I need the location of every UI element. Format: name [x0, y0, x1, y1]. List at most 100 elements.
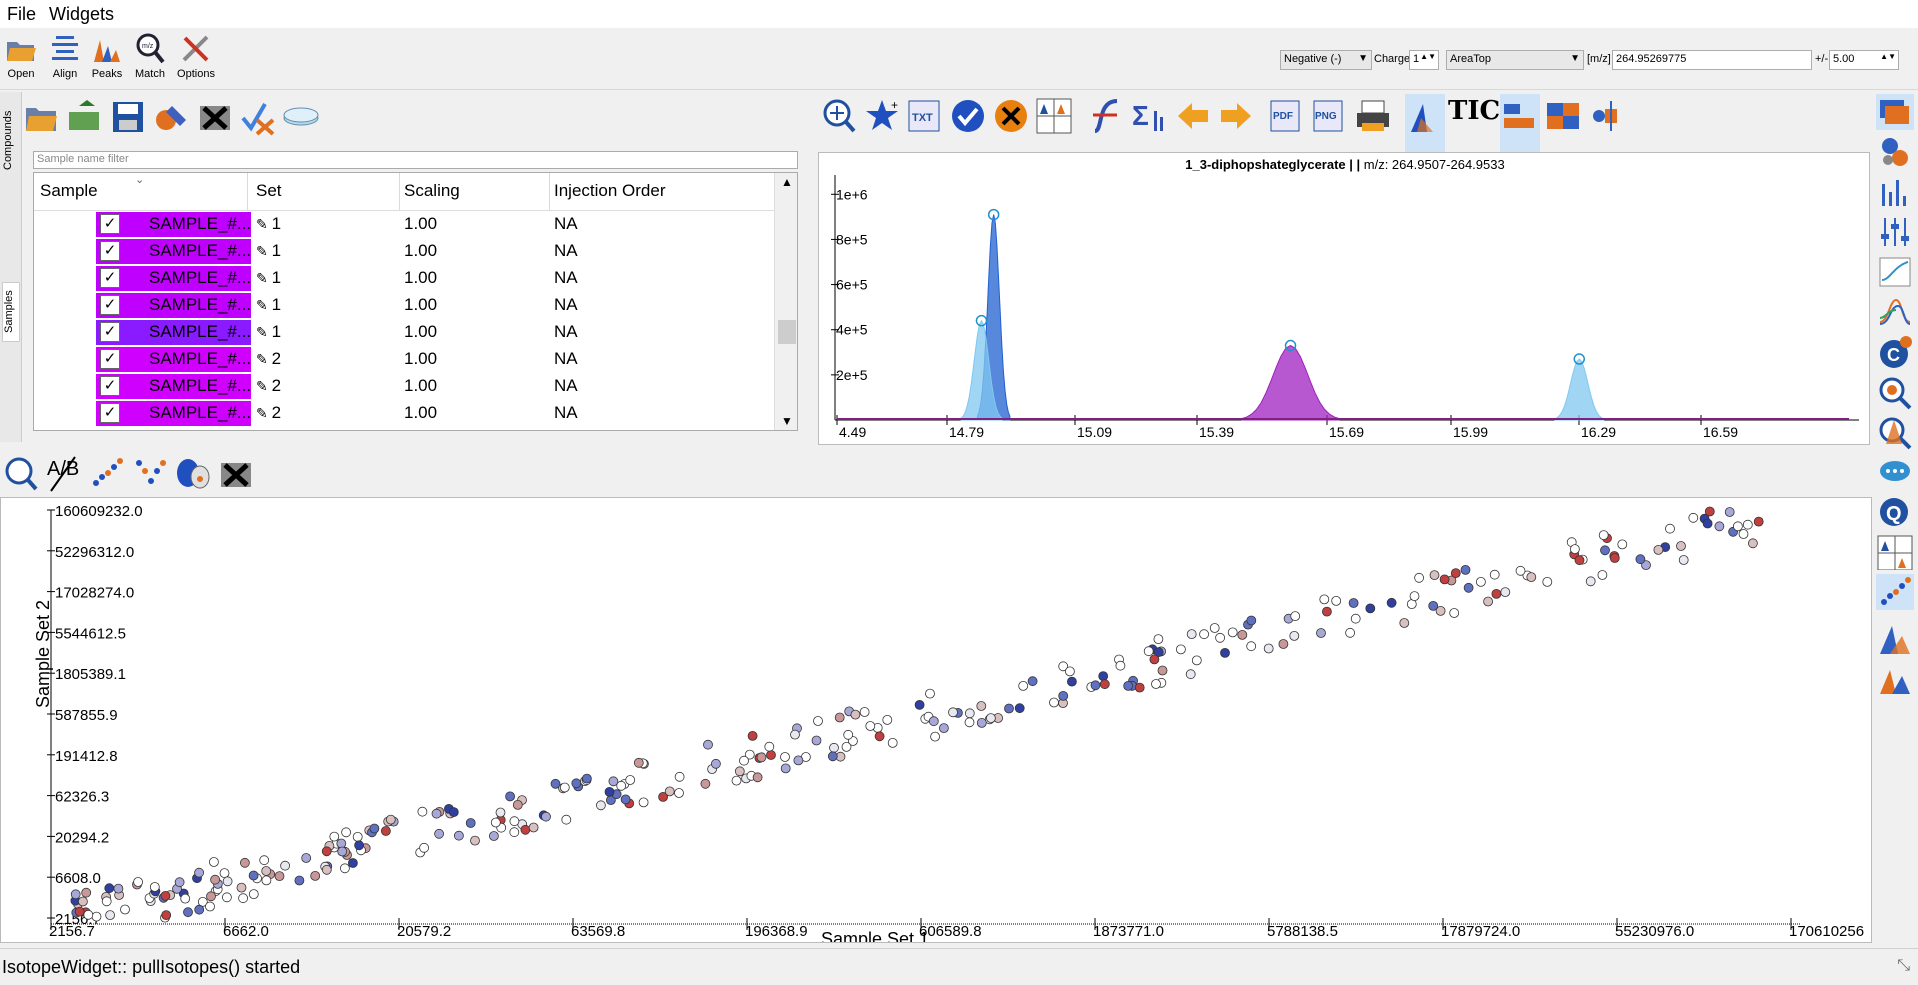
table-row[interactable]: ✓ SAMPLE_#... ✎ 2 1.00 NA: [34, 400, 774, 427]
sample-scaling[interactable]: 1.00: [404, 241, 438, 260]
trend-icon[interactable]: [1876, 254, 1914, 290]
toggle-bars-button[interactable]: [1500, 94, 1540, 152]
samples-scrollbar[interactable]: ▲ ▼: [774, 173, 797, 430]
blank-sample-icon[interactable]: [282, 98, 320, 136]
compare-grid-icon[interactable]: [1876, 534, 1914, 570]
sample-set[interactable]: ✎ 1: [256, 268, 282, 287]
column-scaling[interactable]: Scaling: [404, 181, 460, 200]
sample-set[interactable]: ✎ 1: [256, 295, 282, 314]
sum-icon[interactable]: Σ: [1130, 97, 1168, 135]
table-row[interactable]: ✓ SAMPLE_#... ✎ 1 1.00 NA: [34, 238, 774, 265]
tab-compounds[interactable]: Compounds: [2, 110, 14, 170]
sample-color-chip[interactable]: [96, 266, 251, 291]
options-button[interactable]: Options: [175, 32, 217, 90]
sample-injection-order[interactable]: NA: [554, 268, 578, 287]
zoom-reset-icon[interactable]: [820, 97, 858, 135]
peak-overlay-icon[interactable]: [1876, 662, 1914, 698]
sample-scaling[interactable]: 1.00: [404, 403, 438, 422]
mz-spectrum-icon[interactable]: [1876, 174, 1914, 210]
table-row[interactable]: ✓ SAMPLE_#... ✎ 2 1.00 NA: [34, 346, 774, 373]
remove-samples-icon[interactable]: [196, 98, 234, 136]
tolerance-spinbox[interactable]: 5.00 ▲▼: [1829, 50, 1899, 70]
sample-scaling[interactable]: 1.00: [404, 349, 438, 368]
ligand-search-icon[interactable]: [1876, 374, 1914, 410]
sample-injection-order[interactable]: NA: [554, 241, 578, 260]
export-pdf-icon[interactable]: PDF: [1268, 97, 1306, 135]
isotopes-icon[interactable]: C: [1876, 334, 1914, 370]
sample-scaling[interactable]: 1.00: [404, 322, 438, 341]
multi-eic-icon[interactable]: [1876, 294, 1914, 330]
column-sample[interactable]: Sample: [40, 181, 98, 200]
toggle-eic-button[interactable]: [1405, 94, 1445, 152]
boxplot-icon[interactable]: [1587, 97, 1625, 135]
tic-toggle[interactable]: TIC: [1448, 96, 1501, 126]
sample-scaling[interactable]: 1.00: [404, 295, 438, 314]
sample-checkbox[interactable]: ✓: [100, 241, 120, 261]
sample-checkbox[interactable]: ✓: [100, 268, 120, 288]
scroll-up-icon[interactable]: ▲: [781, 175, 793, 189]
load-folder-icon[interactable]: [23, 98, 61, 136]
tab-samples[interactable]: Samples: [2, 282, 20, 342]
quant-type-select[interactable]: AreaTop ▼: [1446, 50, 1584, 70]
table-row[interactable]: ✓ SAMPLE_#... ✎ 1 1.00 NA: [34, 211, 774, 238]
print-icon[interactable]: [1354, 97, 1392, 135]
charge-spinbox[interactable]: 1 ▲▼: [1409, 50, 1439, 70]
menu-file[interactable]: File: [7, 4, 37, 24]
scatter-delete-icon[interactable]: [217, 455, 255, 493]
sample-color-chip[interactable]: [96, 320, 251, 345]
scroll-down-icon[interactable]: ▼: [781, 414, 793, 428]
comments-icon[interactable]: [1876, 454, 1914, 490]
export-png-icon[interactable]: PNG: [1311, 97, 1349, 135]
sample-injection-order[interactable]: NA: [554, 376, 578, 395]
arrow-left-icon[interactable]: [1174, 97, 1212, 135]
sample-injection-order[interactable]: NA: [554, 322, 578, 341]
heatmap-icon[interactable]: [1544, 97, 1582, 135]
table-row[interactable]: ✓ SAMPLE_#... ✎ 1 1.00 NA: [34, 265, 774, 292]
check-uncheck-icon[interactable]: [239, 98, 277, 136]
sample-color-chip[interactable]: [96, 374, 251, 399]
scatter-chart[interactable]: 2156.7 6608.0 20294.2 62326.3 191412.8 587855…: [1, 498, 1871, 942]
table-row[interactable]: ✓ SAMPLE_#... ✎ 1 1.00 NA: [34, 292, 774, 319]
spectra-icon[interactable]: [1876, 134, 1914, 170]
match-button[interactable]: m/z Match: [129, 32, 171, 90]
save-icon[interactable]: [109, 98, 147, 136]
ionization-select[interactable]: Negative (-) ▼: [1280, 50, 1372, 70]
sample-injection-order[interactable]: NA: [554, 214, 578, 233]
sample-checkbox[interactable]: ✓: [100, 295, 120, 315]
open-project-icon[interactable]: [65, 98, 103, 136]
sample-color-chip[interactable]: [96, 239, 251, 264]
sample-color-chip[interactable]: [96, 401, 251, 426]
arrow-right-icon[interactable]: [1217, 97, 1255, 135]
open-button[interactable]: Open: [0, 32, 42, 90]
scatter-plot-icon[interactable]: [88, 455, 126, 493]
quant-q-icon[interactable]: Q: [1876, 494, 1914, 530]
peak-shape-icon[interactable]: [1876, 622, 1914, 658]
ab-compare-icon[interactable]: A/B: [45, 455, 83, 493]
export-txt-icon[interactable]: TXT: [906, 97, 944, 135]
split-view-icon[interactable]: [1035, 97, 1073, 135]
column-injection-order[interactable]: Injection Order: [554, 181, 666, 200]
sample-checkbox[interactable]: ✓: [100, 349, 120, 369]
sample-set[interactable]: ✎ 2: [256, 376, 282, 395]
mark-bad-icon[interactable]: [992, 97, 1030, 135]
align-button[interactable]: Align: [44, 32, 86, 90]
sample-color-chip[interactable]: [96, 293, 251, 318]
sample-injection-order[interactable]: NA: [554, 403, 578, 422]
sample-checkbox[interactable]: ✓: [100, 214, 120, 234]
color-samples-icon[interactable]: [152, 98, 190, 136]
sample-set[interactable]: ✎ 1: [256, 214, 282, 233]
integrate-icon[interactable]: [1087, 97, 1125, 135]
sample-scaling[interactable]: 1.00: [404, 268, 438, 287]
sample-injection-order[interactable]: NA: [554, 295, 578, 314]
sample-checkbox[interactable]: ✓: [100, 322, 120, 342]
volcano-plot-icon[interactable]: [131, 455, 169, 493]
star-bookmark-icon[interactable]: +: [863, 97, 901, 135]
sample-set[interactable]: ✎ 1: [256, 241, 282, 260]
eic-chart[interactable]: 2e+5 4e+5 6e+5 8e+5 1e+6 4.49 14.79 15.09 15.39 1…: [819, 153, 1869, 444]
sample-injection-order[interactable]: NA: [554, 349, 578, 368]
sample-set[interactable]: ✎ 1: [256, 322, 282, 341]
scatter-toggle-icon[interactable]: [1876, 574, 1914, 610]
sliders-icon[interactable]: [1876, 214, 1914, 250]
column-set[interactable]: Set: [256, 181, 282, 200]
mark-good-icon[interactable]: [949, 97, 987, 135]
